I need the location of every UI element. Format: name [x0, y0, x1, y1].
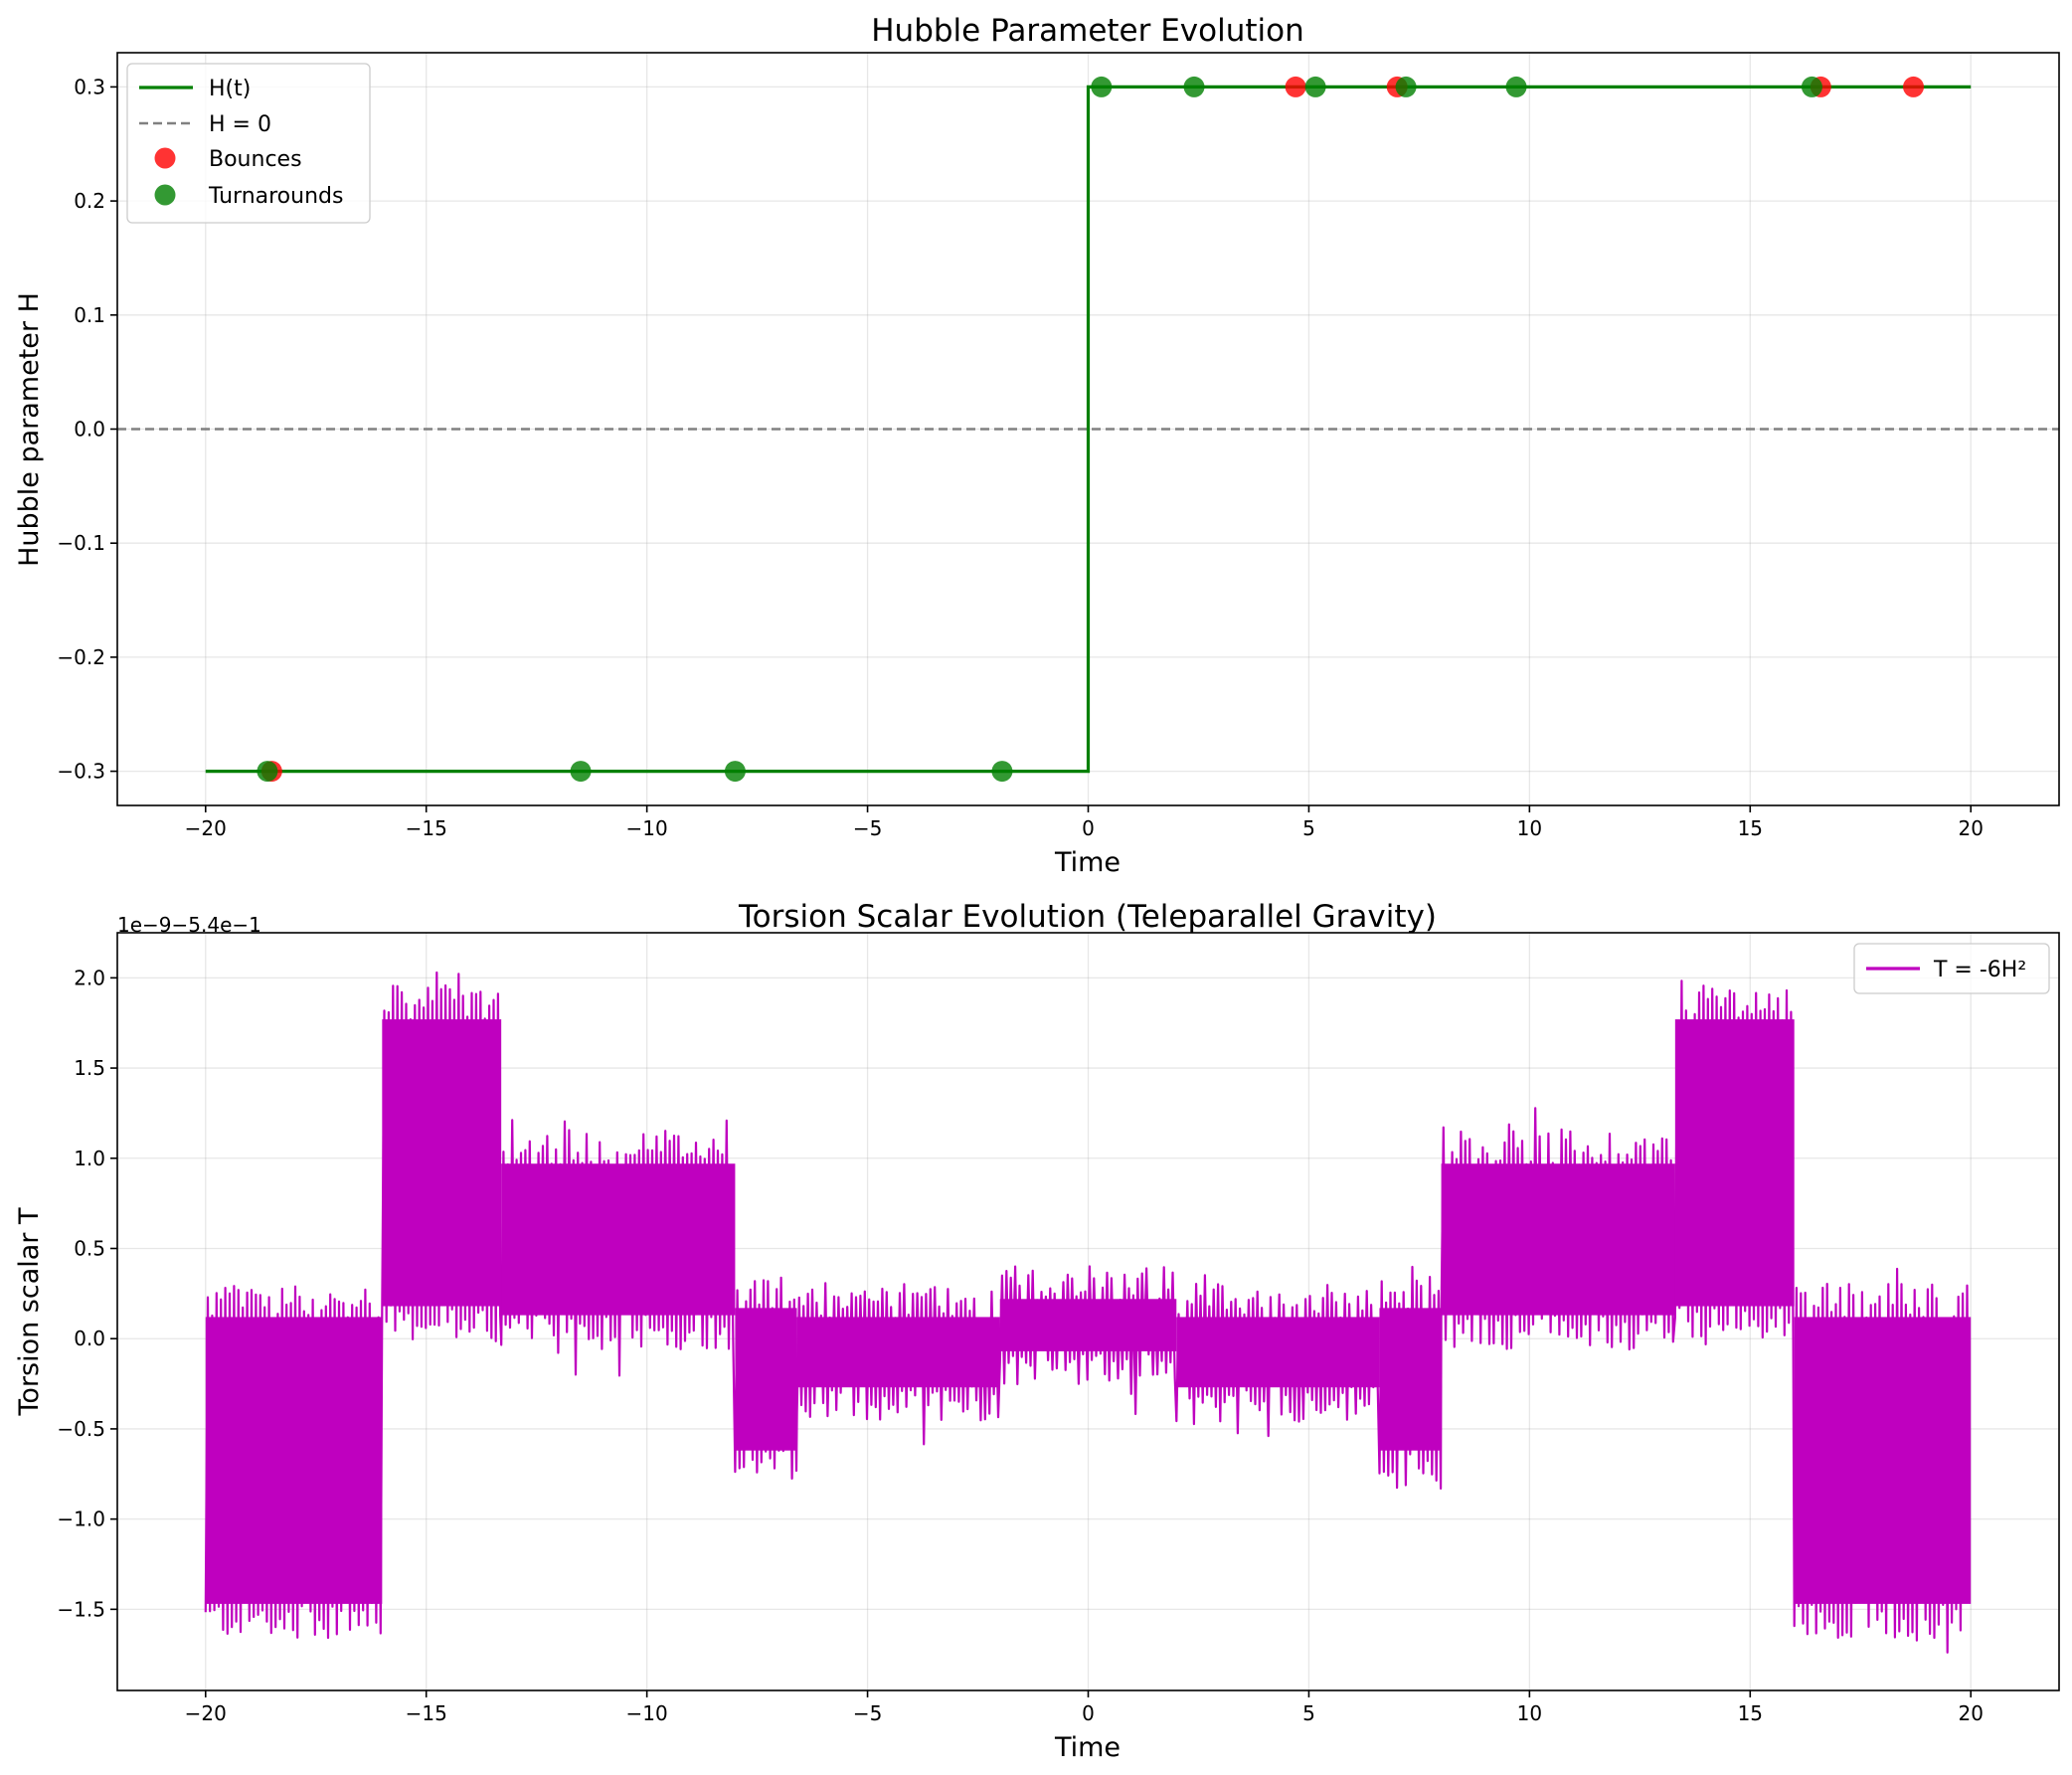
hubble-x-tick-label: −20	[185, 816, 227, 840]
torsion-legend: T = -6H²	[1853, 943, 2050, 994]
torsion-band	[382, 1019, 502, 1307]
hubble-y-tick-label: 0.2	[74, 189, 105, 213]
torsion-band	[501, 1163, 736, 1316]
torsion-x-tick-label: 15	[1738, 1701, 1763, 1725]
torsion-x-tick-label: −20	[185, 1701, 227, 1725]
legend-bounces-label: Bounces	[209, 147, 302, 172]
torsion-x-tick-label: 20	[1959, 1701, 1984, 1725]
legend-turnarounds-swatch	[154, 184, 176, 206]
torsion-x-tick-label: −10	[626, 1701, 668, 1725]
hubble-x-tick-label: −5	[853, 816, 882, 840]
turnaround-point	[1304, 76, 1326, 97]
hubble-x-tick-label: 10	[1517, 816, 1542, 840]
torsion-y-tick-label: −1.5	[57, 1597, 105, 1621]
torsion-y-tick-label: −0.5	[57, 1417, 105, 1441]
torsion-title: Torsion Scalar Evolution (Teleparallel G…	[738, 899, 1437, 935]
turnaround-point	[1091, 76, 1113, 97]
torsion-y-label: Torsion scalar T	[14, 1207, 45, 1416]
torsion-band	[205, 1317, 383, 1604]
torsion-x-ticks: −20 −15 −10 −5 0 5 10 15 20	[185, 1690, 1984, 1725]
torsion-plot-area	[204, 971, 1972, 1654]
bounce-point	[1285, 76, 1306, 97]
hubble-chart: −20 −15 −10 −5 0 5 10 15 20 −0.3 −0.2 −0.1 0.0 0.1 0.…	[14, 13, 2060, 878]
turnaround-point	[1395, 76, 1417, 97]
hubble-x-tick-label: −10	[626, 816, 668, 840]
bounce-point	[1903, 76, 1925, 97]
hubble-y-tick-label: −0.1	[57, 531, 105, 555]
torsion-x-tick-label: −5	[853, 1701, 882, 1725]
hubble-x-tick-label: 0	[1082, 816, 1095, 840]
torsion-y-tick-label: 1.0	[74, 1147, 105, 1170]
torsion-band	[1794, 1317, 1972, 1604]
turnaround-point	[1183, 76, 1205, 97]
legend-bounces-swatch	[154, 147, 176, 169]
torsion-line	[204, 971, 1971, 1654]
torsion-y-tick-label: 0.0	[74, 1327, 105, 1350]
torsion-band	[1674, 1019, 1795, 1307]
hubble-y-tick-label: −0.3	[57, 760, 105, 784]
hubble-x-tick-label: 15	[1738, 816, 1763, 840]
torsion-x-label: Time	[1054, 1732, 1121, 1763]
turnaround-point	[1505, 76, 1527, 97]
torsion-x-tick-label: −15	[406, 1701, 447, 1725]
turnaround-point	[570, 761, 592, 783]
hubble-x-tick-label: 20	[1959, 816, 1984, 840]
hubble-x-tick-label: −15	[406, 816, 447, 840]
legend-turnarounds-label: Turnarounds	[208, 184, 343, 209]
torsion-y-ticks: −1.5 −1.0 −0.5 0.0 0.5 1.0 1.5 2.0	[57, 966, 117, 1621]
hubble-y-tick-label: 0.3	[74, 75, 105, 98]
hubble-legend: H(t) H = 0 Bounces Turnarounds	[126, 63, 371, 224]
hubble-y-tick-label: −0.2	[57, 645, 105, 669]
h-of-t-line	[205, 85, 1972, 774]
torsion-y-tick-label: 1.5	[74, 1056, 105, 1080]
hubble-y-tick-label: 0.0	[74, 418, 105, 442]
turnaround-point	[257, 761, 278, 783]
hubble-plot-area	[117, 76, 2059, 783]
torsion-axis-offset: 1e−9−5.4e−1	[117, 913, 261, 937]
hubble-x-tick-label: 5	[1302, 816, 1315, 840]
legend-h-line-label: H(t)	[209, 77, 251, 101]
hubble-y-ticks: −0.3 −0.2 −0.1 0.0 0.1 0.2 0.3	[57, 75, 117, 784]
legend-torsion-label: T = -6H²	[1933, 958, 2026, 982]
torsion-band	[796, 1317, 1000, 1388]
torsion-band	[1441, 1163, 1675, 1316]
torsion-band	[735, 1308, 797, 1451]
turnaround-point	[724, 761, 746, 783]
torsion-chart: −20 −15 −10 −5 0 5 10 15 20 −1.5 −1.0 −0.5 0.0 0.5 1.…	[14, 899, 2060, 1763]
torsion-band	[999, 1299, 1177, 1351]
turnaround-point	[991, 761, 1013, 783]
hubble-y-label: Hubble parameter H	[14, 292, 45, 567]
legend-h-zero-label: H = 0	[209, 112, 271, 137]
hubble-title: Hubble Parameter Evolution	[871, 13, 1304, 49]
hubble-x-ticks: −20 −15 −10 −5 0 5 10 15 20	[185, 805, 1984, 840]
torsion-y-tick-label: 0.5	[74, 1237, 105, 1261]
torsion-y-tick-label: −1.0	[57, 1508, 105, 1531]
torsion-x-tick-label: 10	[1517, 1701, 1542, 1725]
torsion-band	[1379, 1308, 1442, 1451]
torsion-band	[1176, 1317, 1380, 1388]
turnaround-point	[1801, 76, 1822, 97]
hubble-x-label: Time	[1054, 847, 1121, 878]
hubble-y-tick-label: 0.1	[74, 303, 105, 327]
torsion-x-tick-label: 0	[1082, 1701, 1095, 1725]
torsion-y-tick-label: 2.0	[74, 966, 105, 989]
torsion-x-tick-label: 5	[1302, 1701, 1315, 1725]
